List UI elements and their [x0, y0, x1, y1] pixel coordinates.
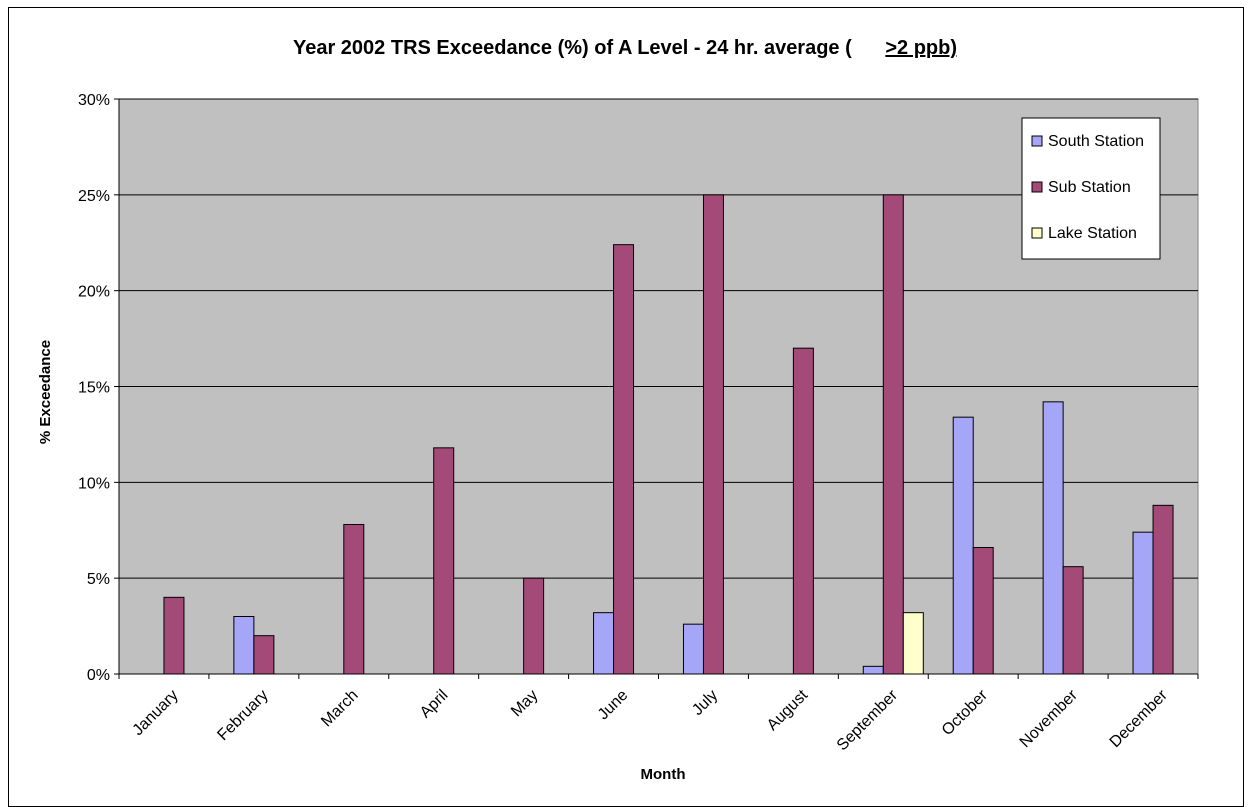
bar-south-station	[1042, 401, 1064, 675]
x-tick-labels: January February March April May June July Augu…	[130, 686, 1172, 754]
legend-swatch	[1031, 227, 1043, 239]
bar-sub-station	[702, 194, 724, 675]
bar-south-station	[1132, 531, 1154, 675]
x-tick-label: March	[318, 687, 361, 730]
bar-sub-station	[613, 244, 635, 675]
y-tick-label: 30%	[78, 92, 110, 109]
legend-label: Sub Station	[1048, 179, 1131, 196]
bars	[163, 194, 1174, 675]
legend: South Station Sub Station Lake Station	[1021, 117, 1161, 260]
bar-south-station	[593, 612, 615, 675]
x-tick-label: November	[1017, 686, 1082, 751]
bar-sub-station	[343, 524, 365, 675]
x-tick-label: August	[764, 686, 812, 734]
x-tick-label: July	[689, 687, 721, 719]
bar-sub-station	[253, 635, 275, 675]
legend-label: South Station	[1048, 133, 1144, 150]
bar-lake-station	[902, 612, 924, 675]
x-tick-label: December	[1107, 686, 1172, 751]
legend-swatch	[1031, 135, 1043, 147]
bar-sub-station	[433, 447, 455, 675]
bar-sub-station	[882, 194, 904, 675]
chart-svg: Year 2002 TRS Exceedance (%) of A Level …	[37, 37, 1199, 783]
x-tick-label: January	[130, 687, 182, 739]
chart-title-threshold: >2 ppb)	[885, 37, 957, 59]
x-tick-label: October	[939, 686, 992, 739]
axes	[118, 99, 1198, 675]
bar-south-station	[682, 623, 704, 675]
gridlines	[114, 98, 1199, 679]
x-tick-label: May	[508, 687, 541, 720]
chart-title: Year 2002 TRS Exceedance (%) of A Level …	[293, 37, 957, 59]
bar-sub-station	[523, 577, 545, 675]
bar-sub-station	[972, 547, 994, 675]
x-tick-label: September	[834, 686, 902, 754]
y-tick-labels: 0% 5% 10% 15% 20% 25% 30%	[78, 92, 110, 684]
legend-box	[1021, 117, 1161, 260]
y-tick-label: 5%	[87, 571, 110, 588]
y-tick-label: 0%	[87, 667, 110, 684]
bar-sub-station	[1062, 566, 1084, 675]
bar-sub-station	[163, 596, 185, 675]
bar-sub-station	[1152, 504, 1174, 675]
legend-swatch	[1031, 181, 1043, 193]
y-tick-label: 25%	[78, 188, 110, 205]
x-axis-title: Month	[641, 766, 686, 783]
y-tick-label: 15%	[78, 380, 110, 397]
x-tick-label: April	[417, 687, 452, 722]
bar-south-station	[862, 665, 884, 675]
chart-title-main: Year 2002 TRS Exceedance (%) of A Level …	[293, 37, 852, 59]
legend-label: Lake Station	[1048, 225, 1137, 242]
x-tick-label: February	[214, 687, 271, 744]
bar-sub-station	[792, 347, 814, 675]
x-tick-label: June	[595, 687, 632, 724]
y-tick-label: 10%	[78, 475, 110, 492]
y-tick-label: 20%	[78, 284, 110, 301]
bar-south-station	[952, 416, 974, 675]
bar-south-station	[233, 616, 255, 675]
y-axis-title: % Exceedance	[37, 340, 54, 444]
